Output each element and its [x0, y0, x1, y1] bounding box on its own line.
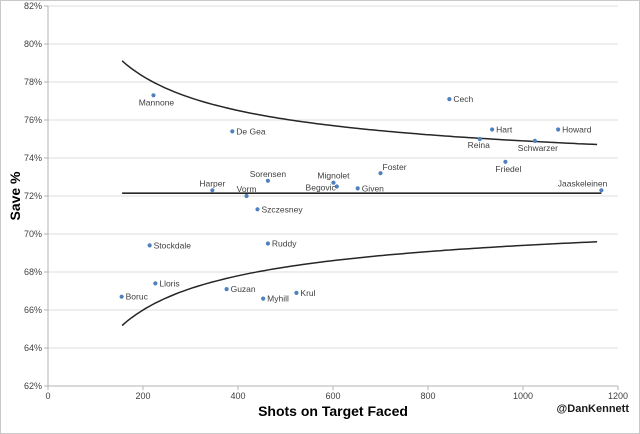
x-axis-title: Shots on Target Faced — [258, 403, 408, 419]
data-point-label: De Gea — [236, 126, 266, 136]
data-point-label: Stockdale — [154, 240, 192, 250]
data-point — [147, 243, 152, 248]
y-tick-label: 66% — [24, 305, 42, 315]
data-point-label: Cech — [453, 94, 473, 104]
x-tick-label: 400 — [230, 391, 245, 401]
data-point — [503, 159, 508, 164]
y-tick-label: 78% — [24, 77, 42, 87]
data-point — [265, 241, 271, 246]
data-point — [477, 136, 482, 142]
funnel-lower-curve — [121, 241, 598, 327]
data-point-label: Myhill — [267, 294, 289, 304]
y-tick-label: 70% — [24, 229, 42, 239]
data-point-label: Jaaskeleinen — [558, 178, 608, 188]
x-tick-label: 0 — [45, 391, 50, 401]
x-tick-label: 200 — [135, 391, 150, 401]
data-point-label: Szczesney — [261, 204, 303, 214]
data-point-label: Boruc — [126, 292, 149, 302]
data-point-label: Guzan — [231, 284, 256, 294]
data-point-label: Schwarzer — [518, 143, 558, 153]
data-point — [210, 188, 215, 193]
data-point — [153, 281, 158, 286]
data-point-label: Vorm — [237, 184, 257, 194]
y-tick-label: 62% — [24, 381, 42, 391]
x-tick-label: 800 — [420, 391, 435, 401]
data-point — [151, 93, 156, 98]
data-point-label: Sorensen — [250, 169, 287, 179]
y-tick-label: 74% — [24, 153, 42, 163]
data-point-label: Hart — [496, 125, 513, 135]
data-point — [331, 180, 336, 185]
data-point-label: Given — [362, 183, 384, 193]
data-point — [294, 290, 299, 295]
data-point — [230, 129, 235, 134]
data-point — [532, 138, 537, 143]
data-point — [447, 97, 452, 102]
x-tick-label: 1200 — [608, 391, 628, 401]
data-point-label: Ruddy — [272, 239, 297, 249]
data-point-label: Krul — [300, 288, 315, 298]
funnel-upper-curve — [121, 60, 598, 146]
data-point-label: Mannone — [139, 97, 175, 107]
data-point — [244, 193, 249, 199]
y-axis-title: Save % — [7, 171, 23, 221]
data-point — [378, 171, 383, 176]
data-point — [556, 127, 561, 132]
y-tick-label: 82% — [24, 1, 42, 11]
x-tick-label: 1000 — [513, 391, 533, 401]
data-point-label: Reina — [468, 140, 490, 150]
data-point-label: Harper — [199, 178, 225, 188]
data-point-label: Foster — [383, 162, 407, 172]
y-tick-label: 72% — [24, 191, 42, 201]
data-point — [224, 287, 229, 292]
data-point-label: Mignolet — [317, 171, 350, 181]
data-point-label: Friedel — [495, 164, 521, 174]
data-point — [261, 296, 266, 301]
data-point — [355, 186, 360, 191]
data-point — [265, 178, 271, 183]
data-point — [599, 188, 604, 193]
x-tick-label: 600 — [325, 391, 340, 401]
data-point-label: Howard — [562, 125, 592, 135]
y-tick-label: 76% — [24, 115, 42, 125]
data-point-label: Begovic — [306, 183, 337, 193]
data-point — [119, 294, 124, 299]
data-point-label: Lloris — [159, 278, 179, 288]
y-tick-label: 80% — [24, 39, 42, 49]
data-point — [334, 184, 339, 189]
data-point — [255, 207, 260, 212]
y-tick-label: 68% — [24, 267, 42, 277]
credit-watermark: @DanKennett — [556, 403, 629, 415]
y-tick-label: 64% — [24, 343, 42, 353]
data-point — [490, 127, 495, 132]
